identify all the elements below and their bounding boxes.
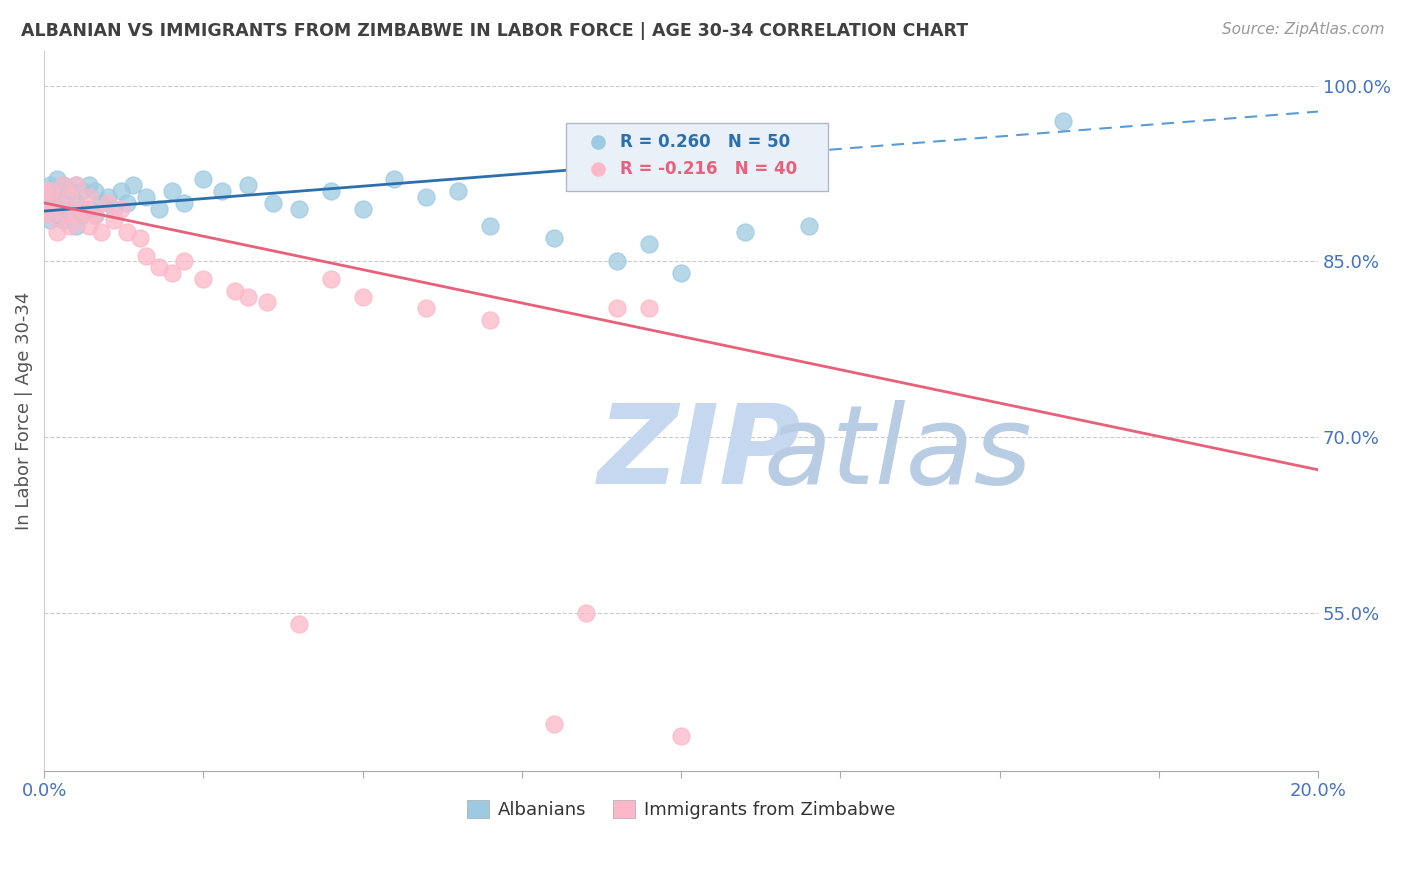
Point — [45, 208, 67, 222]
Point — [39, 208, 62, 222]
Point — [77, 202, 100, 216]
Point — [543, 231, 565, 245]
Point — [52, 208, 75, 222]
Point — [32, 202, 55, 216]
Point — [606, 301, 628, 316]
Point — [52, 195, 75, 210]
Point — [65, 178, 87, 193]
Point — [110, 184, 132, 198]
Point — [32, 184, 55, 198]
Point — [352, 289, 374, 303]
Point — [148, 260, 170, 275]
Point — [45, 190, 67, 204]
Point — [288, 617, 311, 632]
Y-axis label: In Labor Force | Age 30-34: In Labor Force | Age 30-34 — [15, 292, 32, 530]
Point — [638, 301, 661, 316]
Point — [797, 219, 820, 234]
Point — [224, 284, 246, 298]
Legend: Albanians, Immigrants from Zimbabwe: Albanians, Immigrants from Zimbabwe — [460, 793, 903, 827]
Point — [669, 266, 692, 280]
Point — [65, 178, 87, 193]
Point — [84, 184, 107, 198]
Point — [65, 219, 87, 234]
Point — [288, 202, 311, 216]
Point — [211, 184, 233, 198]
Point — [173, 195, 195, 210]
Point — [52, 178, 75, 193]
Point — [39, 178, 62, 193]
Point — [352, 202, 374, 216]
Point — [135, 249, 157, 263]
Point — [479, 219, 502, 234]
Point — [115, 195, 138, 210]
Point — [39, 195, 62, 210]
Point — [90, 195, 112, 210]
Point — [45, 172, 67, 186]
Point — [77, 219, 100, 234]
Point — [574, 606, 596, 620]
Text: ZIP: ZIP — [599, 401, 801, 508]
Point — [72, 184, 94, 198]
Point — [122, 178, 145, 193]
Point — [160, 184, 183, 198]
Point — [77, 178, 100, 193]
Point — [262, 195, 284, 210]
Point — [193, 272, 215, 286]
Point — [115, 225, 138, 239]
Point — [193, 172, 215, 186]
Point — [669, 729, 692, 743]
Point — [319, 272, 342, 286]
Point — [173, 254, 195, 268]
Point — [160, 266, 183, 280]
Point — [52, 213, 75, 227]
Point — [84, 208, 107, 222]
Point — [103, 213, 125, 227]
Point — [45, 225, 67, 239]
Point — [58, 219, 80, 234]
Text: R = -0.216   N = 40: R = -0.216 N = 40 — [620, 161, 797, 178]
Point — [90, 225, 112, 239]
Point — [58, 190, 80, 204]
Point — [236, 178, 259, 193]
Point — [384, 172, 406, 186]
Point — [256, 295, 278, 310]
Point — [84, 208, 107, 222]
Point — [148, 202, 170, 216]
Point — [72, 202, 94, 216]
Point — [32, 202, 55, 216]
Point — [103, 202, 125, 216]
FancyBboxPatch shape — [567, 123, 828, 191]
Point — [97, 190, 120, 204]
Point — [58, 202, 80, 216]
Point — [479, 313, 502, 327]
Point — [32, 184, 55, 198]
Point — [236, 289, 259, 303]
Point — [39, 213, 62, 227]
Point — [415, 190, 437, 204]
Text: R = 0.260   N = 50: R = 0.260 N = 50 — [620, 133, 790, 151]
Point — [1052, 114, 1074, 128]
Point — [734, 225, 756, 239]
Point — [52, 178, 75, 193]
Point — [415, 301, 437, 316]
Text: Source: ZipAtlas.com: Source: ZipAtlas.com — [1222, 22, 1385, 37]
Point — [319, 184, 342, 198]
Point — [65, 208, 87, 222]
Point — [543, 717, 565, 731]
Point — [45, 195, 67, 210]
Point — [97, 195, 120, 210]
Point — [638, 236, 661, 251]
Point — [128, 231, 150, 245]
Point — [72, 208, 94, 222]
Point — [606, 254, 628, 268]
Point — [110, 202, 132, 216]
Point — [77, 190, 100, 204]
Point — [39, 184, 62, 198]
Point — [65, 195, 87, 210]
Text: ALBANIAN VS IMMIGRANTS FROM ZIMBABWE IN LABOR FORCE | AGE 30-34 CORRELATION CHAR: ALBANIAN VS IMMIGRANTS FROM ZIMBABWE IN … — [21, 22, 969, 40]
Point — [58, 184, 80, 198]
Point — [447, 184, 470, 198]
Point — [135, 190, 157, 204]
Text: atlas: atlas — [763, 401, 1032, 508]
